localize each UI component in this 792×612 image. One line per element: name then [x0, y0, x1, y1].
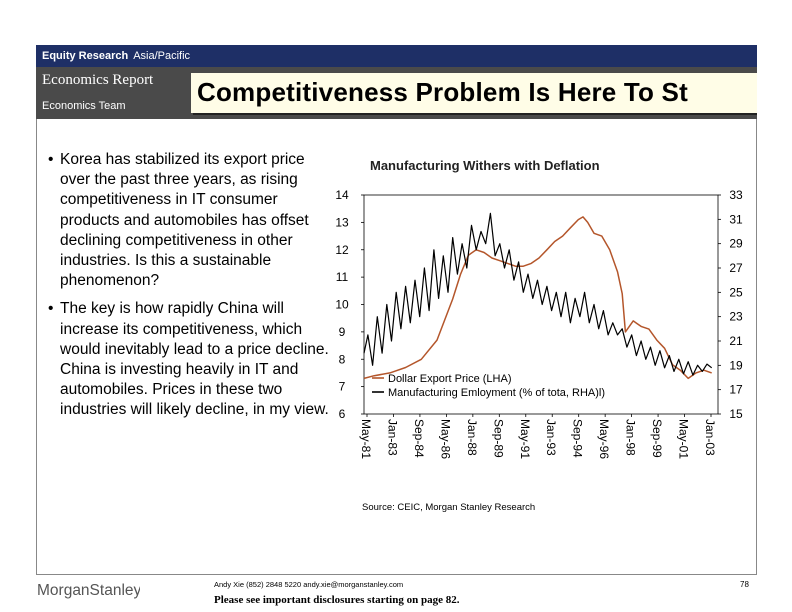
y-right-tick-label: 21: [729, 334, 743, 348]
x-tick-label: May-91: [518, 419, 532, 459]
title-box: Competitiveness Problem Is Here To St: [191, 73, 757, 113]
x-tick-label: May-81: [359, 419, 373, 459]
y-right-tick-label: 17: [729, 383, 743, 397]
legend-label: Manufacturing Emloyment (% of tota, RHA)…: [388, 387, 605, 399]
page-header: Economics Report Economics Team Competit…: [36, 67, 757, 119]
x-tick-label: Jan-03: [703, 419, 717, 456]
y-left-tick-label: 12: [335, 243, 349, 257]
bullet-item: • Korea has stabilized its export price o…: [48, 151, 309, 290]
bullet-text: Korea has stabilized its export price ov…: [60, 151, 309, 290]
y-left-tick-label: 11: [336, 270, 349, 284]
x-tick-label: May-01: [677, 419, 691, 459]
legend-label: Dollar Export Price (LHA): [388, 373, 511, 385]
x-tick-label: Sep-89: [491, 419, 505, 458]
y-left-tick-label: 10: [335, 298, 349, 312]
x-tick-label: Sep-84: [412, 419, 426, 458]
team-name: Economics Team: [42, 100, 126, 112]
y-left-tick-label: 13: [335, 215, 349, 229]
y-left-tick-label: 8: [339, 352, 346, 366]
y-left-tick-label: 9: [339, 325, 346, 339]
y-left-tick-label: 14: [335, 188, 349, 202]
y-right-tick-label: 23: [729, 310, 743, 324]
export-price-line: [363, 216, 712, 380]
morgan-stanley-logo: MorganStanley: [37, 582, 140, 599]
y-right-tick-label: 29: [729, 237, 743, 251]
chart-source: Source: CEIC, Morgan Stanley Research: [362, 502, 536, 513]
report-type: Economics Report: [42, 72, 154, 88]
page-title: Competitiveness Problem Is Here To St: [197, 77, 688, 107]
research-category: Equity Research: [42, 50, 129, 62]
y-right-tick-label: 31: [729, 212, 743, 226]
page-number: 78: [740, 580, 749, 589]
disclosure-note: Please see important disclosures startin…: [214, 594, 460, 606]
x-tick-label: Jan-88: [465, 419, 479, 456]
x-tick-label: Sep-94: [571, 419, 585, 458]
analyst-contact: Andy Xie (852) 2848 5220 andy.xie@morgan…: [214, 580, 404, 589]
chart-title: Manufacturing Withers with Deflation: [370, 158, 600, 173]
bullet-item: • The key is how rapidly China will incre…: [48, 300, 329, 419]
x-tick-label: Sep-99: [650, 419, 664, 458]
research-banner: Equity Research Asia/Pacific: [36, 45, 757, 67]
logo-text: MorganStanley: [37, 582, 140, 599]
frame-bottom: [36, 574, 757, 575]
bullet-text: The key is how rapidly China will increa…: [60, 300, 329, 419]
x-tick-label: May-86: [438, 419, 452, 459]
frame-right: [756, 119, 757, 574]
x-tick-label: May-96: [597, 419, 611, 459]
y-left-tick-label: 7: [339, 380, 346, 394]
frame-left: [36, 119, 37, 574]
y-left-tick-label: 6: [339, 407, 346, 421]
x-tick-label: Jan-83: [385, 419, 399, 456]
y-right-tick-label: 33: [729, 188, 743, 202]
bullet-list: • Korea has stabilized its export price o…: [46, 150, 338, 429]
line-chart: Manufacturing Withers with Deflation 6 7 8 9…: [335, 158, 743, 459]
y-right-tick-label: 15: [729, 407, 743, 421]
y-right-tick-label: 25: [729, 285, 743, 299]
y-right-tick-label: 27: [729, 261, 743, 275]
research-region: Asia/Pacific: [133, 50, 191, 62]
employment-line: [363, 212, 713, 376]
y-right-tick-label: 19: [729, 358, 743, 372]
x-tick-label: Jan-93: [544, 419, 558, 456]
x-tick-label: Jan-98: [624, 419, 638, 456]
